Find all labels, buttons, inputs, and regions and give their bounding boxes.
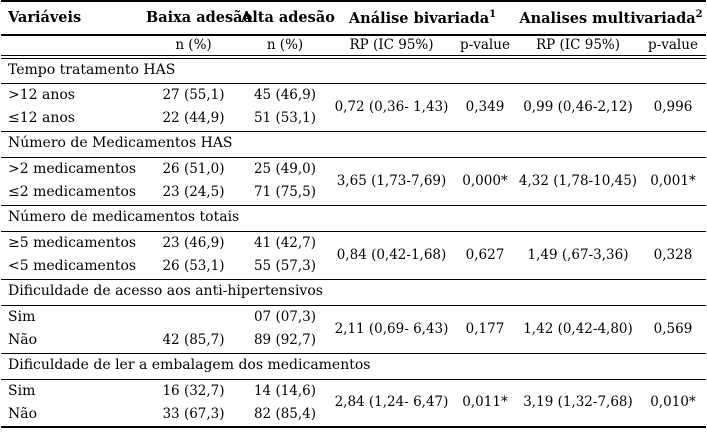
cell-variavel: ≤2 medicamentos <box>8 184 137 201</box>
cell-rp-bivariada: 2,11 (0,69- 6,43) <box>334 320 449 337</box>
cell-baixa-adesao: 42 (85,7) <box>162 332 225 349</box>
cell-variavel: Sim <box>8 382 36 399</box>
section-header-row: Número de medicamentos totais <box>1 204 706 232</box>
table-header-row: Variáveis Baixa adesão Alta adesão Análi… <box>1 1 706 36</box>
cell-baixa-adesao: 33 (67,3) <box>162 406 225 423</box>
subheader-pvalue-multivariada: p-value <box>640 35 706 59</box>
table-row: Sim 07 (07,3) 2,11 (0,69- 6,43) 0,177 1,… <box>1 305 706 336</box>
cell-alta-adesao: 82 (85,4) <box>253 406 317 423</box>
section-title: Dificuldade de acesso aos anti-hipertens… <box>1 278 706 306</box>
table-row: Não 42 (85,7) 89 (92,7) <box>1 329 706 353</box>
table-row: >12 anos 27 (55,1) 45 (46,9) 0,72 (0,36-… <box>1 83 706 114</box>
cell-rp-bivariada: 2,84 (1,24- 6,47) <box>334 394 449 411</box>
column-header-variaveis: Variáveis <box>1 1 146 36</box>
cell-pvalue-bivariada: 0,627 <box>465 246 505 263</box>
cell-baixa-adesao: 27 (55,1) <box>162 86 225 103</box>
statistical-analysis-table: Variáveis Baixa adesão Alta adesão Análi… <box>1 0 706 428</box>
subheader-rp-bivariada: RP (IC 95%) <box>329 35 454 59</box>
section-header-row: Dificuldade de acesso aos anti-hipertens… <box>1 278 706 306</box>
cell-rp-bivariada: 0,84 (0,42-1,68) <box>336 246 447 263</box>
cell-pvalue-multivariada: 0,996 <box>653 98 693 115</box>
cell-pvalue-bivariada: 0,177 <box>465 320 505 337</box>
cell-pvalue-bivariada: 0,000* <box>462 172 508 189</box>
cell-variavel: ≥5 medicamentos <box>8 234 137 251</box>
cell-rp-multivariada: 0,99 (0,46-2,12) <box>523 98 633 115</box>
cell-rp-multivariada: 3,19 (1,32-7,68) <box>523 394 633 411</box>
section-title: Número de medicamentos totais <box>1 204 706 232</box>
cell-rp-multivariada: 1,42 (0,42-4,80) <box>523 320 633 337</box>
cell-baixa-adesao: 16 (32,7) <box>162 382 225 399</box>
cell-alta-adesao: 07 (07,3) <box>253 308 317 325</box>
subheader-empty <box>1 35 146 59</box>
cell-pvalue-multivariada: 0,328 <box>653 246 693 263</box>
section-title: Tempo tratamento HAS <box>1 56 706 84</box>
table-row: ≥5 medicamentos 23 (46,9) 41 (42,7) 0,84… <box>1 231 706 262</box>
cell-variavel: ≤12 anos <box>8 110 75 127</box>
cell-variavel: Não <box>8 332 38 349</box>
column-group-analise-bivariada: Análise bivariada1 <box>329 1 516 36</box>
footnote-marker-1: 1 <box>489 9 497 21</box>
cell-alta-adesao: 89 (92,7) <box>253 332 317 349</box>
group-label-bivariada: Análise bivariada <box>348 9 490 27</box>
subheader-n-baixa: n (%) <box>146 35 241 59</box>
section-title: Dificuldade de ler a embalagem dos medic… <box>1 352 706 380</box>
cell-rp-multivariada: 4,32 (1,78-10,45) <box>518 172 638 189</box>
cell-variavel: Sim <box>8 308 36 325</box>
group-label-multivariada: Analises multivariada <box>519 9 696 27</box>
cell-baixa-adesao: 23 (46,9) <box>162 234 225 251</box>
subheader-pvalue-bivariada: p-value <box>454 35 516 59</box>
cell-baixa-adesao: 23 (24,5) <box>162 184 225 201</box>
column-group-analises-multivariada: Analises multivariada2 <box>516 1 706 36</box>
section-header-row: Tempo tratamento HAS <box>1 56 706 84</box>
table-row: >2 medicamentos 26 (51,0) 25 (49,0) 3,65… <box>1 157 706 188</box>
cell-baixa-adesao <box>146 305 241 329</box>
section-header-row: Dificuldade de ler a embalagem dos medic… <box>1 352 706 380</box>
cell-variavel: <5 medicamentos <box>8 258 137 275</box>
table-row: ≤2 medicamentos 23 (24,5) 71 (75,5) <box>1 181 706 205</box>
column-header-baixa-adesao: Baixa adesão <box>146 1 252 36</box>
cell-pvalue-multivariada: 0,010* <box>650 394 696 411</box>
cell-variavel: >12 anos <box>8 86 75 103</box>
cell-baixa-adesao: 26 (53,1) <box>162 258 225 275</box>
column-header-alta-adesao: Alta adesão <box>241 1 335 36</box>
cell-pvalue-bivariada: 0,011* <box>462 394 508 411</box>
table-row: Não 33 (67,3) 82 (85,4) <box>1 403 706 427</box>
cell-alta-adesao: 14 (14,6) <box>253 382 317 399</box>
cell-rp-bivariada: 0,72 (0,36- 1,43) <box>334 98 449 115</box>
cell-baixa-adesao: 26 (51,0) <box>162 160 225 177</box>
cell-pvalue-multivariada: 0,569 <box>653 320 693 337</box>
cell-variavel: >2 medicamentos <box>8 160 137 177</box>
section-header-row: Número de Medicamentos HAS <box>1 130 706 158</box>
cell-rp-bivariada: 3,65 (1,73-7,69) <box>336 172 447 189</box>
cell-pvalue-multivariada: 0,001* <box>650 172 696 189</box>
cell-alta-adesao: 71 (75,5) <box>253 184 317 201</box>
cell-rp-multivariada: 1,49 (,67-3,36) <box>527 246 629 263</box>
table-row: Sim 16 (32,7) 14 (14,6) 2,84 (1,24- 6,47… <box>1 379 706 410</box>
cell-alta-adesao: 41 (42,7) <box>253 234 317 251</box>
subheader-n-alta: n (%) <box>241 35 329 59</box>
cell-variavel: Não <box>8 405 38 422</box>
cell-alta-adesao: 45 (46,9) <box>253 86 317 103</box>
section-title: Número de Medicamentos HAS <box>1 130 706 158</box>
footnote-marker-2: 2 <box>695 9 703 21</box>
cell-alta-adesao: 51 (53,1) <box>253 110 317 127</box>
table-row: <5 medicamentos 26 (53,1) 55 (57,3) <box>1 255 706 279</box>
cell-alta-adesao: 55 (57,3) <box>253 258 317 275</box>
cell-alta-adesao: 25 (49,0) <box>253 160 317 177</box>
cell-pvalue-bivariada: 0,349 <box>465 98 505 115</box>
cell-baixa-adesao: 22 (44,9) <box>162 110 225 127</box>
table-subheader-row: n (%) n (%) RP (IC 95%) p-value RP (IC 9… <box>1 35 706 59</box>
subheader-rp-multivariada: RP (IC 95%) <box>516 35 640 59</box>
table-row: ≤12 anos 22 (44,9) 51 (53,1) <box>1 107 706 131</box>
